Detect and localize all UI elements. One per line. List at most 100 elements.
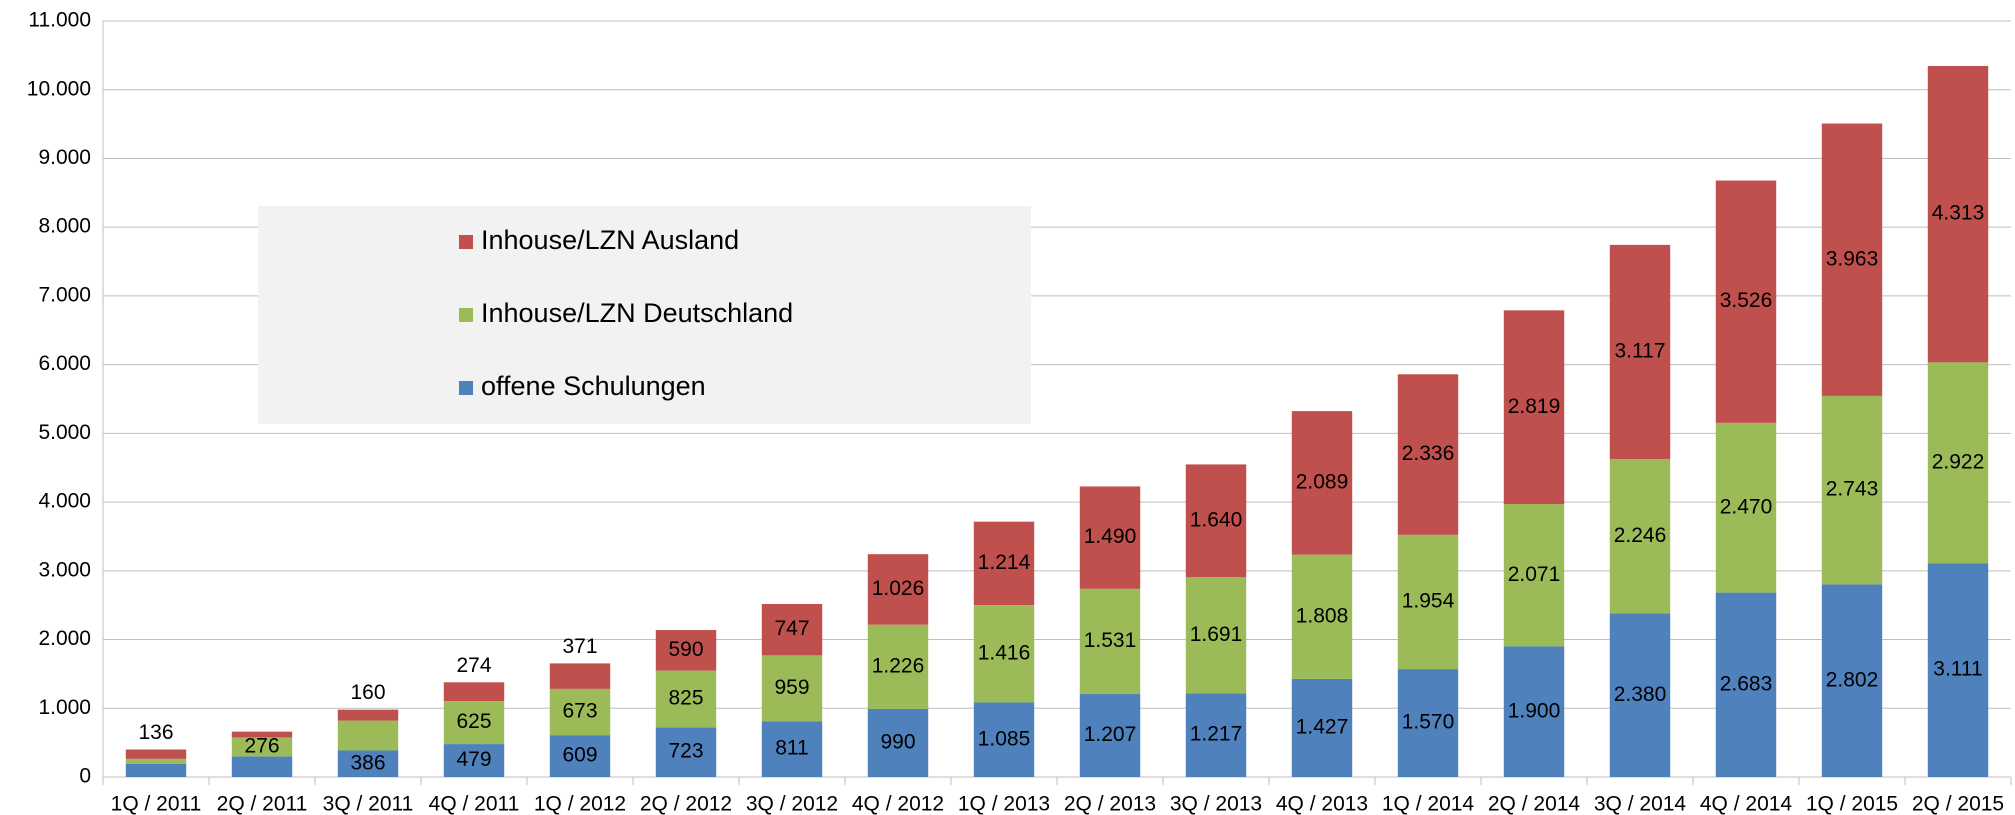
- bar-segment: [337, 720, 399, 751]
- x-tick-label: 2Q / 2014: [1488, 793, 1581, 815]
- bar-segment: [1715, 422, 1777, 593]
- bar-segment: [1821, 123, 1883, 396]
- data-label: 3.111: [1933, 658, 1982, 681]
- bar-segment: [1609, 244, 1671, 460]
- y-tick-label: 9.000: [38, 146, 91, 169]
- bar-segment: [1185, 693, 1247, 777]
- legend-label: offene Schulungen: [481, 371, 706, 401]
- bar-segment: [1291, 554, 1353, 679]
- bar-segment: [867, 708, 929, 777]
- bar-segment: [761, 604, 823, 656]
- bar-segment: [1609, 613, 1671, 777]
- y-tick-label: 7.000: [38, 283, 91, 306]
- x-tick-label: 3Q / 2014: [1594, 793, 1687, 815]
- y-tick-label: 10.000: [27, 77, 91, 100]
- x-tick-label: 1Q / 2015: [1806, 793, 1898, 815]
- bar-segment: [1927, 362, 1989, 564]
- data-label: 1.207: [1084, 723, 1137, 746]
- x-tick-label: 2Q / 2011: [217, 793, 308, 815]
- data-label: 1.531: [1084, 629, 1137, 652]
- data-label: 2.380: [1614, 683, 1667, 706]
- data-label: 1.900: [1508, 699, 1561, 722]
- data-label: 1.808: [1296, 604, 1349, 627]
- bar-segment: [1927, 65, 1989, 363]
- x-tick-label: 3Q / 2013: [1170, 793, 1262, 815]
- data-label: 747: [774, 617, 809, 640]
- data-label: 3.963: [1826, 247, 1879, 270]
- x-tick-label: 4Q / 2014: [1700, 793, 1793, 815]
- bar-segment: [867, 554, 929, 625]
- data-label: 723: [668, 740, 703, 763]
- x-tick-label: 2Q / 2013: [1064, 793, 1156, 815]
- x-tick-label: 2Q / 2015: [1912, 793, 2004, 815]
- x-tick-label: 3Q / 2011: [323, 793, 414, 815]
- bar-segment: [1397, 374, 1459, 535]
- x-tick-label: 3Q / 2012: [746, 793, 838, 815]
- data-label: 2.246: [1614, 524, 1667, 547]
- bar-segment: [549, 735, 611, 777]
- bar-segment: [1821, 584, 1883, 777]
- data-label: 811: [775, 737, 808, 760]
- data-label: 1.570: [1402, 711, 1455, 734]
- data-label: 1.640: [1190, 508, 1243, 531]
- data-label: 274: [456, 654, 491, 677]
- bar-segment: [973, 521, 1035, 606]
- data-label: 136: [138, 721, 173, 744]
- data-label: 1.214: [978, 551, 1031, 574]
- data-label: 479: [456, 748, 491, 771]
- data-label: 276: [244, 734, 279, 757]
- bar-segment: [125, 749, 187, 759]
- data-label: 1.085: [978, 727, 1031, 750]
- x-tick-label: 4Q / 2013: [1276, 793, 1368, 815]
- data-label: 371: [562, 635, 597, 658]
- bar-segment: [443, 682, 505, 702]
- bar-segment: [549, 688, 611, 736]
- x-tick-label: 1Q / 2011: [111, 793, 202, 815]
- data-label: 3.526: [1720, 289, 1773, 312]
- x-tick-label: 1Q / 2012: [534, 793, 626, 815]
- legend-swatch: [459, 381, 473, 395]
- bar-segment: [337, 750, 399, 777]
- bar-segment: [973, 605, 1035, 703]
- bar-segment: [125, 763, 187, 777]
- bar-segment: [1185, 577, 1247, 694]
- bar-segment: [231, 731, 293, 738]
- data-label: 2.802: [1826, 668, 1879, 691]
- data-label: 959: [774, 676, 809, 699]
- bar-segment: [443, 744, 505, 777]
- bar-segment: [549, 663, 611, 689]
- bar-segment: [1079, 486, 1141, 589]
- x-tick-label: 1Q / 2014: [1382, 793, 1475, 815]
- data-label: 160: [350, 681, 385, 704]
- y-tick-label: 2.000: [38, 627, 91, 650]
- legend-label: Inhouse/LZN Deutschland: [481, 298, 793, 328]
- bar-segment: [1291, 411, 1353, 555]
- y-tick-label: 5.000: [38, 421, 91, 444]
- data-label: 1.416: [978, 641, 1031, 664]
- data-label: 4.313: [1932, 202, 1985, 225]
- bar-segment: [1397, 534, 1459, 670]
- x-tick-label: 4Q / 2012: [852, 793, 944, 815]
- bar-segment: [1927, 563, 1989, 777]
- bar-segment: [1503, 310, 1565, 505]
- data-label: 609: [562, 744, 597, 767]
- data-label: 2.922: [1932, 450, 1985, 473]
- x-tick-label: 1Q / 2013: [958, 793, 1050, 815]
- x-tick-label: 4Q / 2011: [429, 793, 520, 815]
- data-label: 2.819: [1508, 395, 1561, 418]
- bar-segment: [337, 709, 399, 721]
- bar-segment: [1609, 459, 1671, 614]
- data-label: 1.427: [1296, 716, 1349, 739]
- data-label: 2.089: [1296, 470, 1349, 493]
- y-tick-label: 4.000: [38, 490, 91, 513]
- data-label: 2.743: [1826, 478, 1879, 501]
- data-label: 3.117: [1615, 340, 1666, 363]
- data-label: 590: [668, 638, 703, 661]
- y-tick-label: 6.000: [38, 352, 91, 375]
- bar-segment: [761, 721, 823, 777]
- bar-segment: [1503, 504, 1565, 647]
- x-tick-label: 2Q / 2012: [640, 793, 732, 815]
- bar-segment: [1079, 588, 1141, 695]
- bar-segment: [655, 670, 717, 728]
